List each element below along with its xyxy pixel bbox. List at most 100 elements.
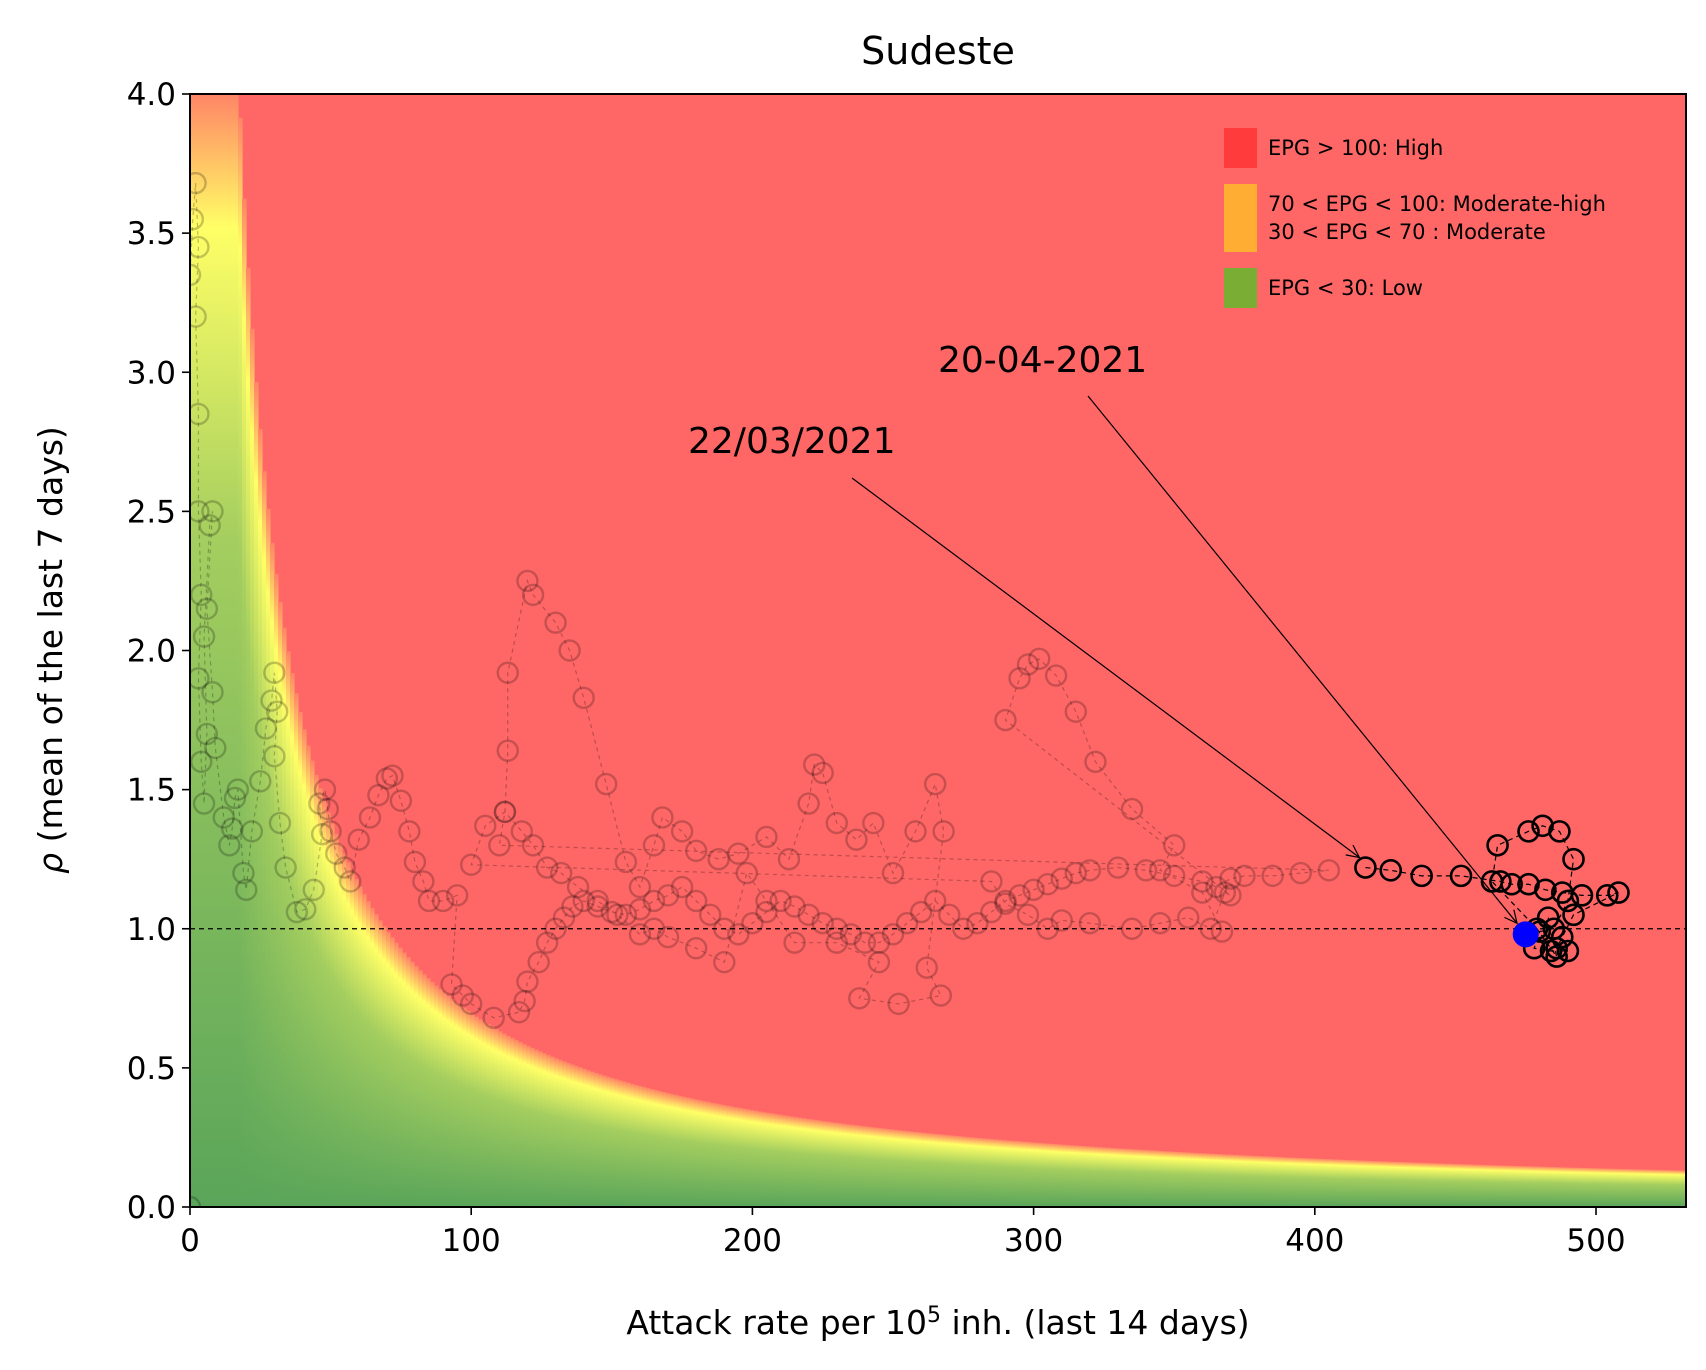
legend-swatch-low <box>1224 268 1257 308</box>
risk-map-column <box>410 961 415 1207</box>
risk-map-column <box>1490 1165 1495 1207</box>
risk-map-column <box>1210 1153 1215 1207</box>
risk-map-column <box>686 1097 691 1207</box>
risk-map-column <box>518 1041 523 1207</box>
faded-point <box>1199 917 1222 940</box>
faded-point <box>412 870 435 893</box>
faded-point <box>195 722 219 746</box>
risk-map-column <box>934 1133 939 1207</box>
faded-point <box>1016 653 1040 676</box>
risk-map-column <box>1682 1170 1686 1207</box>
faded-point <box>994 889 1017 913</box>
faded-point <box>1148 911 1172 935</box>
risk-map-column <box>390 937 395 1207</box>
risk-map-column <box>194 94 199 1207</box>
risk-map-column <box>482 1021 487 1207</box>
faded-point <box>606 903 629 927</box>
faded-point <box>777 847 801 871</box>
faded-point <box>909 900 933 924</box>
faded-point <box>572 686 595 710</box>
risk-map-column <box>1326 1159 1331 1207</box>
risk-map-column <box>302 729 307 1207</box>
risk-map-column <box>1346 1159 1351 1207</box>
risk-map-column <box>1486 1165 1491 1207</box>
x-tick-label: 400 <box>1285 1223 1344 1259</box>
recent-point <box>1410 864 1433 888</box>
risk-map-column <box>378 920 383 1207</box>
risk-map-column <box>878 1128 883 1207</box>
risk-map-column <box>1222 1154 1227 1207</box>
risk-map-column <box>882 1128 887 1207</box>
faded-point <box>403 850 427 874</box>
faded-point <box>895 911 919 935</box>
faded-point <box>254 717 278 740</box>
risk-map-column <box>254 381 259 1207</box>
faded-point <box>190 208 205 231</box>
risk-map-column <box>1010 1140 1015 1207</box>
risk-map-column <box>1282 1157 1287 1207</box>
risk-map-column <box>250 328 255 1207</box>
risk-map-column <box>622 1081 627 1207</box>
risk-map-column <box>450 999 455 1207</box>
risk-map-column <box>862 1126 867 1207</box>
faded-point <box>190 263 202 287</box>
risk-map-column <box>1558 1167 1563 1207</box>
risk-map-gradient <box>190 94 1686 1207</box>
risk-map-column <box>1450 1163 1455 1207</box>
risk-map-column <box>1098 1147 1103 1207</box>
faded-point <box>1078 859 1102 882</box>
risk-map-column <box>358 886 363 1207</box>
risk-map-column <box>222 94 227 1207</box>
risk-map-column <box>1418 1162 1423 1207</box>
risk-map-column <box>218 94 223 1207</box>
faded-point <box>232 861 255 885</box>
faded-point <box>274 856 297 879</box>
y-tick-label: 4.0 <box>127 77 176 113</box>
risk-map-column <box>354 878 359 1207</box>
risk-map-column <box>258 429 263 1207</box>
risk-map-column <box>1430 1163 1435 1207</box>
faded-point <box>513 989 536 1013</box>
risk-map-column <box>970 1137 975 1207</box>
recent-point <box>1489 870 1512 893</box>
risk-map-column <box>718 1104 723 1207</box>
risk-map-column <box>538 1051 543 1207</box>
risk-map-column <box>986 1138 991 1207</box>
risk-map-column <box>1442 1163 1447 1207</box>
risk-map-column <box>1254 1155 1259 1207</box>
risk-map-column <box>586 1070 591 1207</box>
risk-map-column <box>946 1135 951 1207</box>
risk-map-column <box>994 1139 999 1207</box>
risk-map-column <box>1094 1146 1099 1207</box>
risk-map-column <box>1662 1170 1667 1207</box>
risk-map-column <box>1594 1168 1599 1207</box>
risk-map-column <box>1286 1157 1291 1207</box>
risk-map-column <box>962 1136 967 1207</box>
risk-map-column <box>542 1053 547 1207</box>
risk-map-column <box>554 1058 559 1207</box>
risk-map-column <box>834 1122 839 1207</box>
risk-map-column <box>474 1016 479 1207</box>
risk-map-column <box>842 1123 847 1207</box>
faded-point <box>358 806 382 829</box>
risk-map-column <box>550 1056 555 1207</box>
risk-map-column <box>874 1127 879 1207</box>
risk-map-column <box>830 1122 835 1207</box>
risk-map-column <box>1646 1169 1651 1207</box>
risk-map-column <box>454 1002 459 1207</box>
faded-point <box>190 500 210 523</box>
faded-point <box>347 828 370 851</box>
risk-map-column <box>1374 1161 1379 1207</box>
faded-point <box>510 820 534 843</box>
risk-map-column <box>690 1098 695 1207</box>
risk-map-column <box>770 1113 775 1207</box>
faded-point <box>881 861 905 885</box>
risk-map-column <box>1514 1165 1519 1207</box>
risk-map-column <box>630 1083 635 1207</box>
faded-point <box>204 736 227 760</box>
risk-map-column <box>1190 1152 1195 1207</box>
risk-map-column <box>682 1096 687 1207</box>
risk-map-column <box>1342 1159 1347 1207</box>
risk-map-column <box>1058 1144 1063 1207</box>
risk-map-column <box>950 1135 955 1207</box>
